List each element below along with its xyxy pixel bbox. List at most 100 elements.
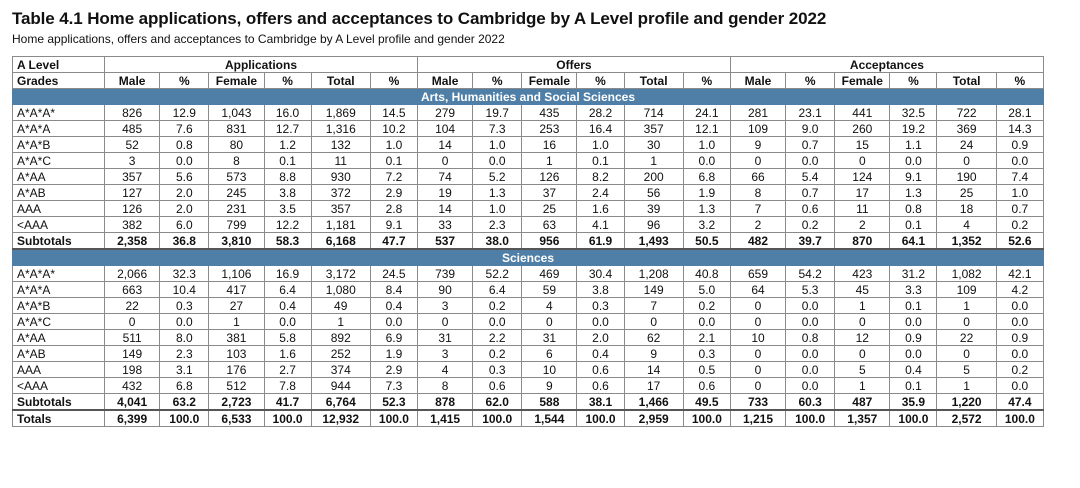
- value-cell: 100.0: [472, 409, 523, 427]
- value-cell: 16.9: [263, 265, 312, 282]
- value-cell: 0.8: [785, 329, 836, 346]
- value-cell: 0.7: [785, 184, 836, 201]
- value-cell: 7.3: [472, 120, 523, 137]
- table-row: Subtotals 2,358 36.8 3,810 58.3 6,168 47.7 537 3…: [11, 232, 1045, 250]
- value-cell: 245: [208, 184, 265, 201]
- value-cell: 4: [416, 361, 474, 378]
- section-header-row: Sciences: [12, 248, 1044, 266]
- section-header-row: Arts, Humanities and Social Sciences: [12, 88, 1044, 105]
- grade-cell: <AAA: [11, 216, 106, 233]
- value-cell: 31: [416, 329, 474, 346]
- value-cell: 2,066: [104, 265, 161, 282]
- value-cell: 16.0: [263, 104, 312, 121]
- grade-cell: A*AA: [11, 168, 106, 185]
- value-cell: 281: [729, 104, 787, 121]
- value-cell: 9.1: [889, 168, 938, 185]
- value-cell: 511: [104, 329, 161, 346]
- grade-cell: AAA: [11, 200, 106, 217]
- value-cell: 28.1: [995, 104, 1045, 121]
- value-cell: 733: [729, 393, 787, 411]
- value-cell: 56: [623, 184, 684, 201]
- value-cell: 15: [834, 136, 891, 153]
- table-row: A*AB 127 2.0 245 3.8 372 2.9 19 1.3 37 2.4 56 1.9 8 0.…: [11, 184, 1045, 201]
- value-cell: 0.0: [159, 152, 210, 169]
- value-cell: 2.9: [369, 184, 418, 201]
- value-cell: 0.4: [263, 297, 312, 314]
- value-cell: 435: [521, 104, 578, 121]
- value-cell: 0.4: [889, 361, 938, 378]
- value-cell: 3: [104, 152, 161, 169]
- value-cell: 100.0: [369, 409, 418, 427]
- value-cell: 482: [729, 232, 787, 250]
- value-cell: 11: [834, 200, 891, 217]
- value-cell: 0.4: [576, 345, 625, 362]
- value-cell: 4,041: [104, 393, 161, 411]
- value-cell: 14: [416, 136, 474, 153]
- column-header: %: [995, 72, 1045, 89]
- value-cell: 1.0: [472, 136, 523, 153]
- value-cell: 2.8: [369, 200, 418, 217]
- value-cell: 176: [208, 361, 265, 378]
- value-cell: 441: [834, 104, 891, 121]
- value-cell: 90: [416, 281, 474, 298]
- value-cell: 10.2: [369, 120, 418, 137]
- value-cell: 12.9: [159, 104, 210, 121]
- value-cell: 63: [521, 216, 578, 233]
- grade-header-line2: Grades: [11, 72, 106, 89]
- column-header: Total: [310, 72, 371, 89]
- value-cell: 49: [310, 297, 371, 314]
- value-cell: 253: [521, 120, 578, 137]
- value-cell: 0: [936, 345, 997, 362]
- grade-cell: A*A*A*: [11, 104, 106, 121]
- value-cell: 100.0: [785, 409, 836, 427]
- value-cell: 1,043: [208, 104, 265, 121]
- column-header: Female: [208, 72, 265, 89]
- grade-cell: A*A*A: [11, 120, 106, 137]
- value-cell: 374: [310, 361, 371, 378]
- value-cell: 0.6: [576, 361, 625, 378]
- value-cell: 12.2: [263, 216, 312, 233]
- value-cell: 2.0: [159, 184, 210, 201]
- value-cell: 3.2: [682, 216, 731, 233]
- value-cell: 826: [104, 104, 161, 121]
- value-cell: 64.1: [889, 232, 938, 250]
- table-subtitle: Home applications, offers and acceptance…: [12, 32, 505, 46]
- value-cell: 0: [416, 313, 474, 330]
- value-cell: 1,352: [936, 232, 997, 250]
- value-cell: 2.3: [472, 216, 523, 233]
- value-cell: 198: [104, 361, 161, 378]
- value-cell: 11: [310, 152, 371, 169]
- value-cell: 1.3: [682, 200, 731, 217]
- value-cell: 252: [310, 345, 371, 362]
- value-cell: 39: [623, 200, 684, 217]
- value-cell: 0.0: [472, 313, 523, 330]
- value-cell: 588: [521, 393, 578, 411]
- value-cell: 14.3: [995, 120, 1045, 137]
- value-cell: 1.0: [682, 136, 731, 153]
- value-cell: 0: [834, 313, 891, 330]
- value-cell: 878: [416, 393, 474, 411]
- value-cell: 127: [104, 184, 161, 201]
- value-cell: 1,181: [310, 216, 371, 233]
- value-cell: 0.2: [682, 297, 731, 314]
- value-cell: 59: [521, 281, 578, 298]
- value-cell: 1: [623, 152, 684, 169]
- value-cell: 0: [834, 152, 891, 169]
- value-cell: 66: [729, 168, 787, 185]
- table-row: A*A*C 0 0.0 1 0.0 1 0.0 0 0.0 0 0.0 0 0.0 0 0.0 0 0.0 0 0.…: [11, 313, 1045, 330]
- value-cell: 5.0: [682, 281, 731, 298]
- grade-cell: A*A*B: [11, 136, 106, 153]
- value-cell: 1.1: [889, 136, 938, 153]
- value-cell: 27: [208, 297, 265, 314]
- value-cell: 1.3: [889, 184, 938, 201]
- value-cell: 1,215: [729, 409, 787, 427]
- value-cell: 1.9: [682, 184, 731, 201]
- value-cell: 62.0: [472, 393, 523, 411]
- column-header: Male: [104, 72, 161, 89]
- value-cell: 0.0: [889, 313, 938, 330]
- value-cell: 0.2: [785, 216, 836, 233]
- value-cell: 0.3: [159, 297, 210, 314]
- value-cell: 40.8: [682, 265, 731, 282]
- value-cell: 9.1: [369, 216, 418, 233]
- value-cell: 5: [834, 361, 891, 378]
